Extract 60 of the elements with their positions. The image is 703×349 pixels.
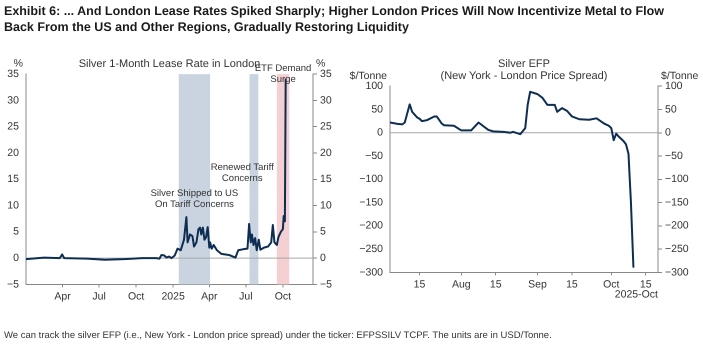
y2-tick-label: 100 [664, 80, 683, 92]
y-axis-title: $/Tonne [350, 70, 388, 82]
y-tick-label: −5 [6, 278, 20, 290]
y-tick-label: 50 [371, 103, 384, 116]
y2-tick-label: 15 [320, 173, 332, 186]
y-tick-label: 5 [13, 226, 20, 238]
y-tick-label: 25 [7, 120, 20, 133]
y-tick-label: 15 [7, 173, 20, 186]
y2-tick-label: −250 [664, 243, 689, 256]
x-tick-label: Jul [239, 290, 253, 303]
x-tick-label: Sep [528, 278, 548, 291]
y-tick-label: −150 [359, 196, 384, 208]
y-tick-label: −300 [359, 266, 384, 278]
text: Exhibit 6: ... And London Lease Rates Spiked Sharply; Higher London Prices Will Now Incentivize Metal to Flow Back From the US and Other Regions, Gradually Restoring Liquidity [4, 3, 665, 35]
y2-tick-label: 30 [320, 94, 332, 106]
y2-tick-label: −5 [320, 278, 332, 290]
y2-tick-label: 0 [664, 126, 671, 139]
y2-tick-label: −50 [664, 150, 683, 162]
x-tick-label: 2025 [161, 290, 185, 303]
y-tick-label: 100 [365, 80, 384, 92]
y2-tick-label: 10 [320, 199, 332, 212]
x-tick-label: Apr [54, 290, 72, 303]
x-tick-label: 15 [490, 278, 502, 291]
y-tick-label: −100 [359, 173, 384, 186]
y-tick-label: 35 [7, 68, 20, 80]
band-label: Renewed Tariff Concerns [210, 162, 274, 184]
y-tick-label: 0 [377, 126, 384, 139]
y2-tick-label: −300 [664, 266, 689, 278]
x-tick-label: 15 [566, 278, 578, 291]
y-tick-label: −50 [365, 150, 384, 162]
y-tick-label: 10 [7, 199, 20, 212]
chart-title: Silver EFP (New York - London Price Spread) [440, 58, 608, 82]
y2-tick-label: −100 [664, 173, 689, 186]
y2-tick-label: 50 [664, 103, 677, 116]
x-axis-title: 2025-Oct [614, 288, 658, 301]
y2-tick-label: 25 [320, 120, 332, 133]
x-tick-label: Apr [201, 290, 218, 303]
y2-tick-label: 35 [320, 68, 332, 80]
band-label: Silver Shipped to US On Tariff Concerns [150, 188, 238, 210]
y2-tick-label: 20 [320, 146, 332, 159]
x-tick-label: Oct [603, 278, 620, 291]
y2-axis-title: % [316, 58, 326, 70]
x-tick-label: 15 [640, 278, 652, 291]
y2-tick-label: −150 [664, 196, 689, 208]
y-axis-title: % [14, 58, 23, 70]
y-tick-label: −200 [359, 220, 384, 232]
x-tick-label: Oct [128, 290, 144, 303]
text: We can track the silver EFP (i.e., New York - London price spread) under the ticker: EFPSSILV TCPF. The units are in USD/Tonne. [4, 330, 553, 341]
y-tick-label: 20 [7, 146, 20, 159]
x-tick-label: Oct [274, 290, 292, 303]
x-tick-label: Jul [92, 290, 106, 303]
y-tick-label: −250 [359, 243, 384, 256]
y2-axis-title: $/Tonne [660, 70, 699, 82]
x-tick-label: 15 [414, 278, 426, 291]
y2-tick-label: 5 [320, 226, 326, 238]
y-tick-label: 30 [7, 94, 20, 106]
y2-tick-label: 0 [320, 252, 326, 264]
y2-tick-label: −200 [664, 220, 689, 232]
x-tick-label: Aug [452, 278, 471, 291]
y-tick-label: 0 [13, 252, 20, 264]
